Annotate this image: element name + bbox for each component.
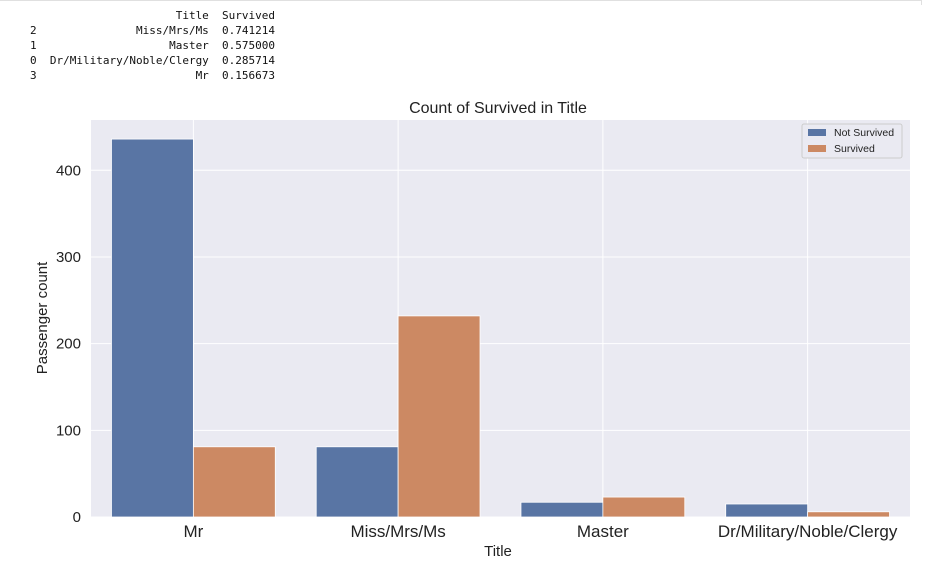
dataframe-output: Title Survived 2 Miss/Mrs/Ms 0.741214 1 … [30,9,276,82]
cell-border-right [921,0,922,5]
y-tick-label: 300 [56,249,81,266]
bar-not-survived [315,446,399,518]
bar-survived [397,315,481,518]
bar-survived [807,511,890,518]
y-tick-label: 400 [56,162,81,179]
legend-swatch [808,129,826,136]
cell-border-top [0,0,922,1]
y-tick-label: 200 [56,336,81,353]
x-axis-ticks: Mr Miss/Mrs/Ms Master Dr/Military/Noble/Cle… [183,522,897,541]
y-axis-ticks: 0 100 200 300 400 [56,162,81,526]
bar-survived [192,446,276,518]
x-axis-label: Title [484,543,512,560]
bars [111,138,890,518]
legend-label: Not Survived [834,127,894,139]
legend-frame [801,123,903,159]
bar-not-survived [725,503,809,518]
legend: Not Survived Survived [801,123,903,159]
y-tick-label: 0 [73,509,81,526]
x-tick-label: Dr/Military/Noble/Clergy [718,522,898,541]
x-tick-label: Mr [183,522,203,541]
y-tick-label: 100 [56,422,81,439]
x-tick-label: Miss/Mrs/Ms [350,522,445,541]
bar-not-survived [520,501,604,518]
legend-label: Survived [834,143,875,155]
x-tick-label: Master [577,522,629,541]
bar-survived [602,496,686,518]
chart-title: Count of Survived in Title [409,100,587,117]
bar-not-survived [111,138,194,518]
y-axis-label: Passenger count [34,261,51,374]
legend-swatch [808,145,826,152]
